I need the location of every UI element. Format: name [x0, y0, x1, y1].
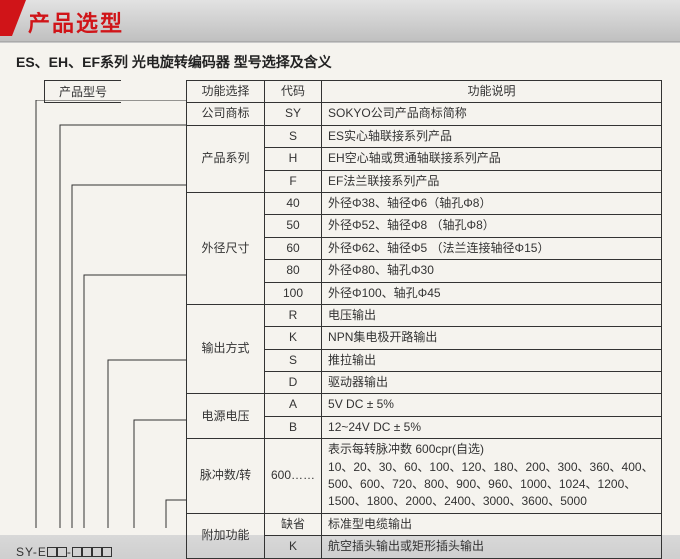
code-cell: B: [265, 416, 322, 438]
code-cell: 600……: [265, 439, 322, 514]
desc-cell: 外径Φ62、轴径Φ5 （法兰连接轴径Φ15）: [322, 237, 662, 259]
desc-cell: 航空插头输出或矩形插头输出: [322, 536, 662, 558]
desc-cell: EH空心轴或贯通轴联接系列产品: [322, 148, 662, 170]
code-cell: 100: [265, 282, 322, 304]
desc-cell: 外径Φ38、轴径Φ6（轴孔Φ8）: [322, 192, 662, 214]
desc-cell: EF法兰联接系列产品: [322, 170, 662, 192]
page-title: 产品选型: [28, 6, 124, 38]
code-cell: 50: [265, 215, 322, 237]
table-row: 脉冲数/转600……表示每转脉冲数 600cpr(自选) 10、20、30、60…: [187, 439, 662, 514]
model-template: SY-E-: [16, 545, 112, 559]
code-cell: D: [265, 372, 322, 394]
desc-cell: 电压输出: [322, 304, 662, 326]
code-cell: A: [265, 394, 322, 416]
model-diagram: 产品型号 SY-E-: [16, 80, 186, 559]
corner-accent: [0, 0, 12, 36]
desc-cell: 标准型电缆输出: [322, 513, 662, 535]
placeholder-box: [102, 547, 112, 557]
code-cell: H: [265, 148, 322, 170]
desc-cell: 5V DC ± 5%: [322, 394, 662, 416]
desc-cell: 外径Φ80、轴孔Φ30: [322, 260, 662, 282]
desc-cell: ES实心轴联接系列产品: [322, 125, 662, 147]
placeholder-box: [57, 547, 67, 557]
placeholder-box: [47, 547, 57, 557]
placeholder-box: [72, 547, 82, 557]
code-cell: F: [265, 170, 322, 192]
table-row: 电源电压A5V DC ± 5%: [187, 394, 662, 416]
table-row: 附加功能缺省标准型电缆输出: [187, 513, 662, 535]
col-func: 功能选择: [187, 81, 265, 103]
subtitle: ES、EH、EF系列 光电旋转编码器 型号选择及含义: [0, 42, 680, 80]
func-cell: 公司商标: [187, 103, 265, 125]
placeholder-box: [92, 547, 102, 557]
code-cell: S: [265, 349, 322, 371]
desc-cell: 表示每转脉冲数 600cpr(自选) 10、20、30、60、100、120、1…: [322, 439, 662, 514]
code-cell: SY: [265, 103, 322, 125]
col-code: 代码: [265, 81, 322, 103]
func-cell: 产品系列: [187, 125, 265, 192]
title-bar: 产品选型: [0, 0, 680, 42]
table-row: 外径尺寸40外径Φ38、轴径Φ6（轴孔Φ8）: [187, 192, 662, 214]
table-row: 产品系列SES实心轴联接系列产品: [187, 125, 662, 147]
code-cell: S: [265, 125, 322, 147]
code-cell: R: [265, 304, 322, 326]
model-prefix: SY-E: [16, 545, 47, 559]
desc-cell: 外径Φ52、轴径Φ8 （轴孔Φ8）: [322, 215, 662, 237]
func-cell: 电源电压: [187, 394, 265, 439]
code-cell: 40: [265, 192, 322, 214]
code-cell: K: [265, 536, 322, 558]
spec-table: 功能选择 代码 功能说明 公司商标SYSOKYO公司产品商标简称产品系列SES实…: [186, 80, 662, 559]
placeholder-box: [82, 547, 92, 557]
table-row: 输出方式R电压输出: [187, 304, 662, 326]
table-header: 功能选择 代码 功能说明: [187, 81, 662, 103]
code-cell: 80: [265, 260, 322, 282]
code-cell: 缺省: [265, 513, 322, 535]
spec-table-container: 功能选择 代码 功能说明 公司商标SYSOKYO公司产品商标简称产品系列SES实…: [186, 80, 662, 559]
code-cell: 60: [265, 237, 322, 259]
func-cell: 附加功能: [187, 513, 265, 558]
content-area: 产品型号 SY-E- 功能选择 代码 功能说明 公司商标SYSO: [0, 80, 680, 559]
col-desc: 功能说明: [322, 81, 662, 103]
func-cell: 外径尺寸: [187, 192, 265, 304]
code-cell: K: [265, 327, 322, 349]
table-row: 公司商标SYSOKYO公司产品商标简称: [187, 103, 662, 125]
func-cell: 输出方式: [187, 304, 265, 394]
desc-cell: 12~24V DC ± 5%: [322, 416, 662, 438]
func-cell: 脉冲数/转: [187, 439, 265, 514]
desc-cell: 推拉输出: [322, 349, 662, 371]
desc-cell: SOKYO公司产品商标简称: [322, 103, 662, 125]
desc-cell: 驱动器输出: [322, 372, 662, 394]
desc-cell: 外径Φ100、轴孔Φ45: [322, 282, 662, 304]
desc-cell: NPN集电极开路输出: [322, 327, 662, 349]
bracket-lines: [16, 100, 186, 532]
